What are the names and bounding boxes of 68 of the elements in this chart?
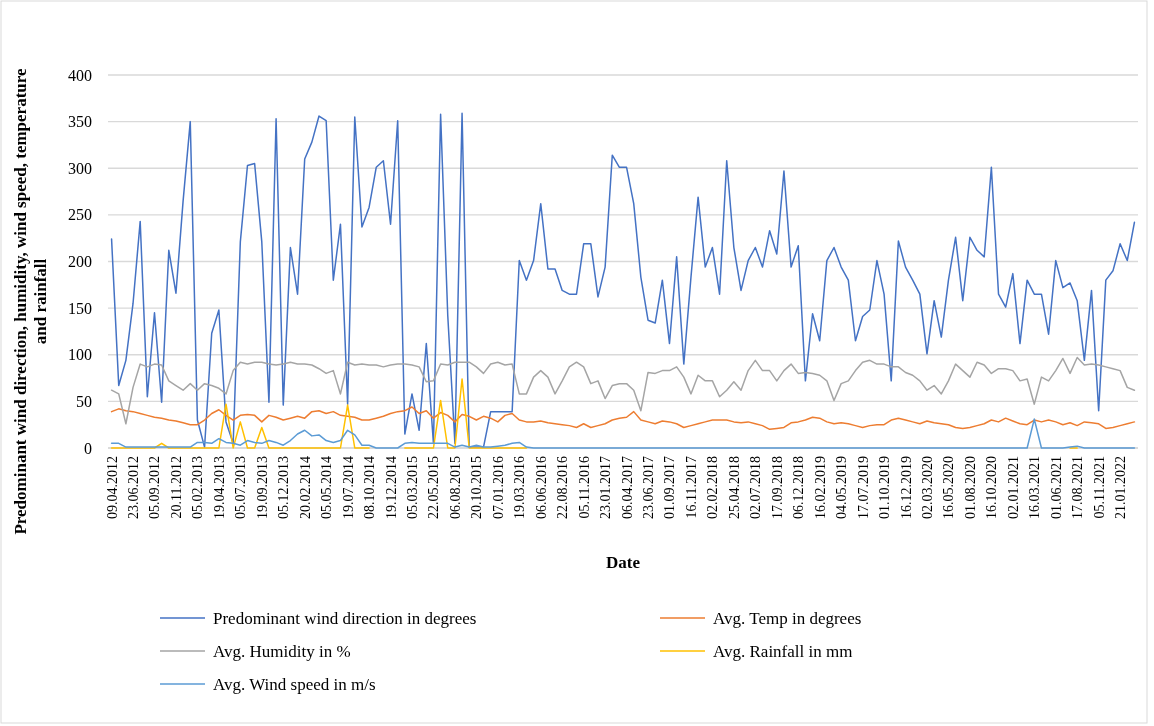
legend-label: Avg. Wind speed in m/s xyxy=(213,674,376,694)
y-tick-label: 400 xyxy=(68,66,92,84)
x-tick-label: 16.11.2017 xyxy=(683,456,699,519)
x-tick-label: 20.11.2012 xyxy=(168,456,184,519)
y-tick-label: 250 xyxy=(68,206,92,224)
x-tick-label: 02.07.2018 xyxy=(748,456,764,519)
y-tick-label: 150 xyxy=(68,299,92,317)
x-tick-label: 20.02.2014 xyxy=(297,456,313,519)
x-tick-label: 06.04.2017 xyxy=(619,456,635,519)
x-tick-label: 05.11.2021 xyxy=(1091,456,1107,519)
y-tick-label: 0 xyxy=(84,439,92,457)
x-tick-label: 05.05.2014 xyxy=(319,456,335,519)
x-tick-label: 08.10.2014 xyxy=(362,456,378,519)
x-tick-label: 01.06.2021 xyxy=(1048,456,1064,519)
x-tick-label: 19.04.2013 xyxy=(211,456,227,519)
x-tick-label: 16.05.2020 xyxy=(941,456,957,519)
y-tick-label: 100 xyxy=(68,346,92,364)
x-tick-label: 01.08.2020 xyxy=(962,456,978,519)
x-tick-label: 05.07.2013 xyxy=(233,456,249,519)
x-tick-label: 02.01.2021 xyxy=(1005,456,1021,519)
x-tick-label: 22.08.2016 xyxy=(555,456,571,519)
x-tick-label: 21.01.2022 xyxy=(1113,456,1129,519)
x-tick-label: 17.09.2018 xyxy=(769,456,785,519)
x-tick-label: 05.11.2016 xyxy=(576,456,592,519)
x-tick-label: 22.05.2015 xyxy=(426,456,442,519)
x-tick-label: 23.06.2012 xyxy=(126,456,142,519)
x-axis-title: Date xyxy=(606,553,641,572)
y-tick-label: 300 xyxy=(68,159,92,177)
x-tick-label: 05.09.2012 xyxy=(147,456,163,519)
x-tick-label: 23.01.2017 xyxy=(598,456,614,519)
line-series xyxy=(110,406,1136,431)
x-tick-label: 05.02.2013 xyxy=(190,456,206,519)
x-tick-label: 07.01.2016 xyxy=(490,456,506,519)
line-series xyxy=(110,418,1136,449)
x-tick-label: 05.03.2015 xyxy=(404,456,420,519)
x-tick-label: 09.04.2012 xyxy=(104,456,120,519)
y-tick-label: 350 xyxy=(68,113,92,131)
line-series xyxy=(110,112,1136,448)
y-axis-title: Predominant wind direction, humidity, wind speed, temperature and rainfall xyxy=(11,67,50,535)
x-tick-label: 06.06.2016 xyxy=(533,456,549,519)
legend-label: Avg. Humidity in % xyxy=(213,641,351,661)
x-tick-label: 06.08.2015 xyxy=(447,456,463,519)
x-tick-label: 16.12.2019 xyxy=(898,456,914,519)
x-tick-label: 16.10.2020 xyxy=(984,456,1000,519)
x-tick-label: 04.05.2019 xyxy=(834,456,850,519)
x-tick-label: 23.06.2017 xyxy=(641,456,657,519)
x-tick-label: 01.10.2019 xyxy=(877,456,893,519)
y-tick-label: 50 xyxy=(76,392,92,410)
x-tick-label: 16.03.2021 xyxy=(1027,456,1043,519)
x-tick-label: 19.12.2014 xyxy=(383,456,399,519)
legend-label: Avg. Rainfall in mm xyxy=(713,641,853,661)
x-tick-label: 17.07.2019 xyxy=(855,456,871,519)
x-tick-label: 17.08.2021 xyxy=(1070,456,1086,519)
x-tick-label: 02.02.2018 xyxy=(705,456,721,519)
legend-label: Avg. Temp in degrees xyxy=(713,608,862,628)
x-tick-label: 02.03.2020 xyxy=(919,456,935,519)
x-tick-label: 01.09.2017 xyxy=(662,456,678,519)
x-tick-label: 19.07.2014 xyxy=(340,456,356,519)
x-tick-label: 25.04.2018 xyxy=(726,456,742,519)
x-tick-label: 19.03.2016 xyxy=(512,456,528,519)
x-tick-label: 20.10.2015 xyxy=(469,456,485,519)
x-tick-label: 16.02.2019 xyxy=(812,456,828,519)
y-tick-label: 200 xyxy=(68,253,92,271)
legend-label: Predominant wind direction in degrees xyxy=(213,608,477,628)
x-tick-label: 05.12.2013 xyxy=(276,456,292,519)
x-tick-label: 06.12.2018 xyxy=(791,456,807,519)
line-series xyxy=(110,356,1136,425)
x-tick-label: 19.09.2013 xyxy=(254,456,270,519)
